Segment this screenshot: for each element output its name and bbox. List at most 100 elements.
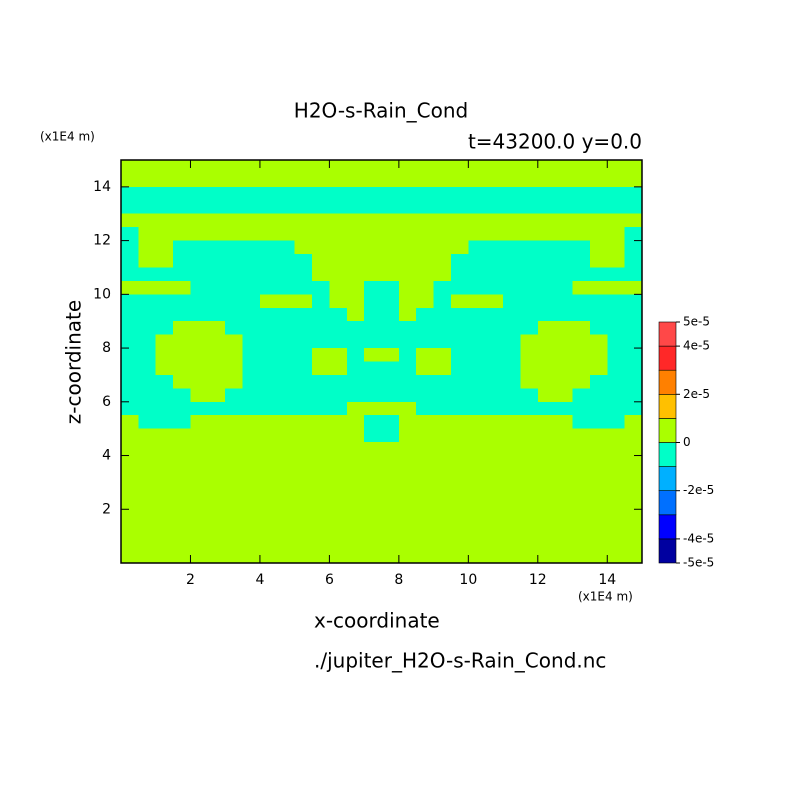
contour-cell [537, 361, 556, 376]
contour-cell [294, 361, 313, 376]
contour-cell [572, 442, 591, 457]
contour-cell [520, 401, 539, 416]
contour-cell [138, 455, 157, 470]
contour-cell [416, 401, 435, 416]
contour-cell [138, 227, 157, 242]
contour-cell [346, 213, 365, 228]
contour-cell [607, 213, 626, 228]
contour-cell [242, 361, 261, 376]
contour-cell [346, 401, 365, 416]
contour-cell [485, 482, 504, 497]
contour-cell [450, 200, 469, 215]
subtitle: t=43200.0 y=0.0 [468, 130, 642, 154]
contour-cell [277, 307, 296, 322]
contour-cell [364, 509, 382, 524]
contour-cell [173, 522, 191, 537]
contour-cell [450, 307, 469, 322]
contour-cell [537, 348, 556, 362]
contour-cell [121, 280, 139, 295]
contour-cell [555, 186, 574, 201]
contour-cell [520, 522, 539, 537]
contour-cell [398, 374, 417, 389]
contour-cell [138, 536, 157, 551]
contour-cell [225, 401, 244, 416]
contour-cell [450, 374, 469, 389]
contour-cell [468, 549, 487, 564]
contour-cell [225, 267, 244, 282]
contour-cell [346, 468, 365, 483]
contour-cell [207, 536, 226, 551]
contour-cell [572, 200, 591, 215]
contour-cell [138, 334, 157, 349]
contour-cell [589, 280, 608, 295]
contour-cell [277, 294, 296, 309]
contour-cell [329, 294, 348, 309]
contour-cell [138, 374, 157, 389]
contour-cell [277, 549, 296, 564]
colorbar-tick-label: -4e-5 [683, 531, 714, 545]
contour-cell [555, 267, 574, 282]
contour-cell [259, 522, 278, 537]
contour-cell [242, 280, 261, 295]
contour-field [121, 160, 643, 564]
contour-cell [485, 509, 504, 524]
contour-cell [468, 428, 487, 443]
contour-cell [398, 468, 417, 483]
contour-cell [277, 374, 296, 389]
contour-cell [433, 455, 452, 470]
contour-cell [329, 321, 348, 336]
contour-cell [607, 536, 626, 551]
contour-cell [121, 482, 139, 497]
contour-cell [346, 280, 365, 295]
contour-cell [312, 173, 330, 188]
contour-cell [555, 240, 574, 255]
contour-cell [190, 334, 209, 349]
contour-cell [190, 374, 209, 389]
contour-cell [277, 227, 296, 242]
contour-cell [381, 468, 400, 483]
contour-cell [607, 549, 626, 564]
contour-cell [329, 173, 348, 188]
contour-cell [555, 173, 574, 188]
contour-cell [485, 415, 504, 430]
contour-cell [242, 495, 261, 510]
contour-cell [294, 536, 313, 551]
contour-cell [537, 213, 556, 228]
contour-cell [346, 186, 365, 201]
contour-cell [312, 294, 330, 309]
contour-cell [277, 160, 296, 174]
contour-cell [312, 522, 330, 537]
x-tick-label: 4 [255, 572, 264, 588]
contour-cell [155, 348, 174, 362]
contour-cell [589, 522, 608, 537]
contour-cell [121, 522, 139, 537]
contour-cell [312, 227, 330, 242]
contour-cell [277, 267, 296, 282]
contour-cell [364, 428, 382, 443]
contour-cell [555, 334, 574, 349]
contour-cell [190, 186, 209, 201]
contour-cell [398, 388, 417, 403]
contour-cell [468, 361, 487, 376]
contour-cell [121, 415, 139, 430]
contour-cell [485, 374, 504, 389]
contour-cell [364, 415, 382, 430]
contour-cell [624, 536, 643, 551]
contour-cell [433, 348, 452, 362]
contour-cell [503, 186, 521, 201]
contour-cell [242, 213, 261, 228]
contour-cell [555, 468, 574, 483]
contour-cell [277, 254, 296, 268]
contour-cell [572, 173, 591, 188]
contour-cell [294, 321, 313, 336]
contour-cell [433, 374, 452, 389]
contour-cell [242, 267, 261, 282]
contour-cell [138, 321, 157, 336]
contour-cell [624, 160, 643, 174]
contour-cell [277, 361, 296, 376]
contour-cell [138, 240, 157, 255]
contour-cell [468, 280, 487, 295]
contour-cell [381, 549, 400, 564]
contour-cell [329, 549, 348, 564]
